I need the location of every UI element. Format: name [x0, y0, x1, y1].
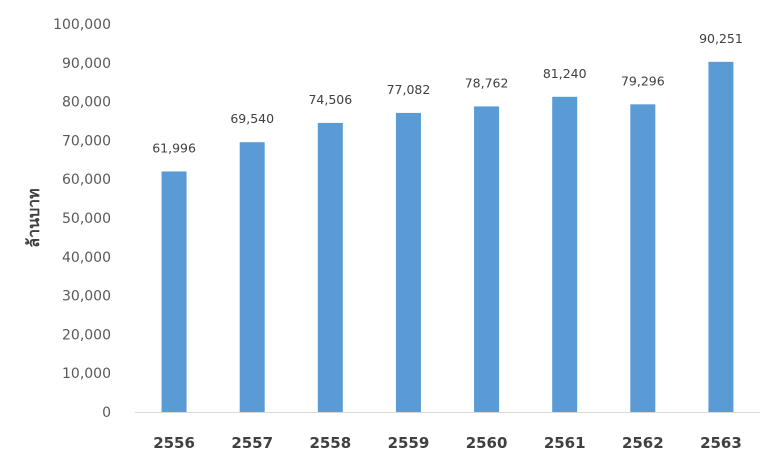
x-axis-ticks: 2556 2557 2558 2559 2560 2561 2562 2563: [153, 434, 742, 452]
x-tick-label: 2556: [153, 434, 195, 452]
data-label: 79,296: [621, 73, 665, 88]
data-label: 90,251: [699, 31, 743, 46]
x-tick-label: 2560: [466, 434, 508, 452]
y-axis-ticks: 0 10,000 20,000 30,000 40,000 50,000 60,000 70,…: [53, 17, 111, 421]
bar: [630, 104, 656, 413]
y-tick-label: 80,000: [62, 95, 111, 111]
bar: [552, 96, 578, 412]
x-tick-label: 2559: [388, 434, 430, 452]
data-label: 78,762: [465, 75, 509, 90]
x-tick-label: 2561: [544, 434, 586, 452]
y-tick-label: 50,000: [62, 211, 111, 227]
bar: [161, 171, 187, 412]
x-tick-label: 2563: [700, 434, 742, 452]
x-tick-label: 2557: [231, 434, 273, 452]
bar: [239, 142, 265, 412]
data-label: 74,506: [308, 92, 352, 107]
y-tick-label: 20,000: [62, 327, 111, 343]
y-tick-label: 100,000: [53, 17, 111, 33]
data-label: 77,082: [387, 82, 431, 97]
y-tick-label: 30,000: [62, 289, 111, 305]
data-label: 69,540: [230, 111, 274, 126]
y-tick-label: 90,000: [62, 56, 111, 72]
y-tick-label: 10,000: [62, 366, 111, 382]
y-tick-label: 0: [102, 405, 111, 421]
bar: [317, 122, 343, 412]
y-tick-label: 60,000: [62, 172, 111, 188]
x-tick-label: 2562: [622, 434, 664, 452]
y-tick-label: 40,000: [62, 250, 111, 266]
x-tick-label: 2558: [309, 434, 351, 452]
bar: [474, 106, 500, 412]
bar: [708, 61, 734, 413]
data-label: 81,240: [543, 66, 587, 81]
data-label: 61,996: [152, 140, 196, 155]
y-tick-label: 70,000: [62, 133, 111, 149]
y-axis-title: ล้านบาท: [24, 188, 43, 247]
bar-series: [161, 61, 734, 413]
bar: [395, 112, 421, 412]
data-labels: 61,996 69,540 74,506 77,082 78,762 81,240 79,2…: [152, 31, 743, 156]
